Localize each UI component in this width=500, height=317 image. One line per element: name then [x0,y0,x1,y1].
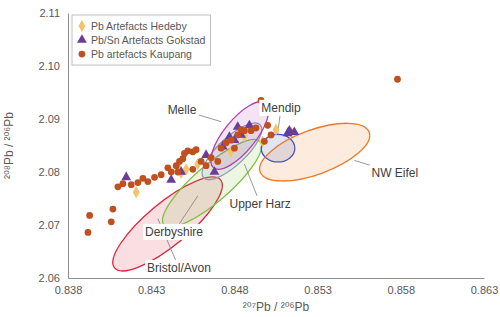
region-label: Mendip [261,101,301,115]
x-tick: 0.848 [221,278,249,296]
point [214,158,221,165]
y-tick-label: 2.09 [39,113,60,125]
y-tick-label: 2.07 [39,219,60,231]
point [158,171,165,178]
x-tick-label: 0.848 [221,284,249,296]
region-label: Derbyshire [145,225,203,239]
region-label: Bristol/Avon [147,261,211,275]
point [144,178,151,185]
legend-symbol [77,34,87,43]
point [394,76,401,83]
y-tick-label: 2.10 [39,60,60,72]
series [133,124,295,199]
label-background [369,165,420,181]
legend-item: Pb artefacts Kaupang [79,48,193,60]
point [151,174,158,181]
point [108,218,115,225]
chart: 0.8380.8430.8480.8530.8580.8632.062.072.… [0,0,500,317]
label-background [166,102,199,118]
legend-label: Pb Artefacts Hedeby [91,20,187,32]
x-tick: 0.843 [138,278,166,296]
series [85,76,401,236]
point [208,154,215,161]
point [85,229,92,236]
point [110,206,117,213]
point [189,166,196,173]
region-label: Upper Harz [230,197,291,211]
point [268,132,275,139]
point [228,137,235,144]
point [86,212,93,219]
x-axis-line [69,278,485,279]
point [166,174,176,183]
y-axis: 2.06 2.07 2.08 2.09 2.10 2.11 [39,7,69,284]
x-tick-label: 0.843 [138,284,166,296]
y-tick: 2.06 [39,272,68,284]
region-label: Melle [168,103,197,117]
point [128,181,135,188]
label-background [228,196,293,212]
point [121,172,131,181]
x-tick-label: 0.863 [471,284,499,296]
x-axis: 0.838 0.843 0.848 0.853 0.858 0.863 [55,278,499,296]
point [168,169,175,176]
y-tick-label: 2.06 [39,272,60,284]
series [121,120,299,183]
plot-area [85,76,401,278]
label-background [145,260,213,276]
x-tick: 0.863 [471,278,499,296]
y-tick: 2.10 [39,60,68,72]
legend-item: Pb Artefacts Hedeby [78,20,187,32]
x-tick: 0.853 [304,278,332,296]
point [231,145,238,152]
label-background [259,100,303,116]
y-tick: 2.09 [39,113,68,125]
point [264,122,271,129]
legend-symbol [78,20,85,32]
x-axis-title: ²⁰⁷Pb / ²⁰⁶Pb [243,300,310,314]
legend: Pb Artefacts Hedeby Pb/Sn Artefacts Gokst… [72,15,210,65]
y-tick: 2.07 [39,219,68,231]
region-ellipse [253,111,377,193]
x-tick-label: 0.853 [304,284,332,296]
point [203,162,210,169]
point [210,166,220,175]
point [174,169,181,176]
legend-label: Pb/Sn Artefacts Gokstad [91,34,206,46]
region-label: NW Eifel [371,166,418,180]
point [261,138,268,145]
point [120,180,127,187]
y-axis-title: ²⁰⁸Pb / ²⁰⁶Pb [2,112,16,179]
point [241,127,248,134]
legend-symbol [79,51,86,58]
y-tick-label: 2.11 [39,7,60,19]
x-tick-label: 0.838 [55,284,83,296]
legend-item: Pb/Sn Artefacts Gokstad [77,34,205,46]
point [284,125,294,134]
point [193,146,200,153]
y-axis-line [68,14,69,279]
y-tick: 2.08 [39,166,68,178]
x-tick: 0.858 [388,278,416,296]
point [133,186,140,198]
legend-label: Pb artefacts Kaupang [91,48,192,60]
point [218,145,225,152]
y-tick: 2.11 [39,7,68,19]
legend-box [72,15,210,65]
point [253,125,260,132]
x-tick-label: 0.858 [388,284,416,296]
label-background [143,224,205,240]
y-tick-label: 2.08 [39,166,60,178]
point [244,120,254,129]
